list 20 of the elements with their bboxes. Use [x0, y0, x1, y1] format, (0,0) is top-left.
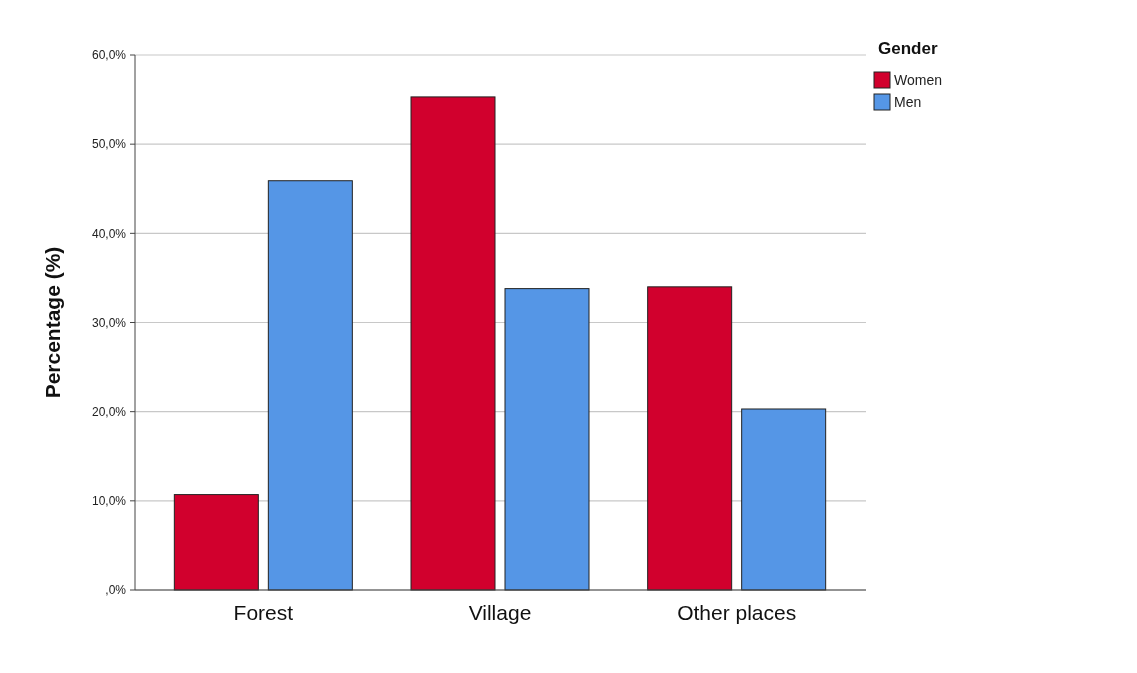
x-tick-label: Forest	[233, 601, 294, 624]
bar	[410, 96, 496, 591]
y-tick-label: 10,0%	[91, 494, 127, 509]
legend-title: Gender	[878, 39, 938, 58]
bar	[741, 408, 827, 591]
y-tick-label: 30,0%	[91, 315, 127, 330]
y-tick-label: 60,0%	[91, 48, 127, 63]
y-tick-label: 50,0%	[91, 137, 127, 152]
bar	[267, 180, 353, 591]
y-tick-label: 40,0%	[91, 226, 127, 241]
y-tick-label: ,0%	[105, 583, 127, 598]
bar	[504, 288, 590, 591]
x-tick-label: Village	[468, 601, 532, 624]
legend-label: Men	[894, 93, 922, 110]
bar	[647, 286, 733, 591]
legend-label: Women	[894, 71, 942, 88]
x-tick-label: Other places	[677, 601, 797, 624]
y-axis-title: Percentage (%)	[41, 246, 64, 399]
y-tick-label: 20,0%	[91, 404, 127, 419]
bar	[173, 494, 259, 591]
